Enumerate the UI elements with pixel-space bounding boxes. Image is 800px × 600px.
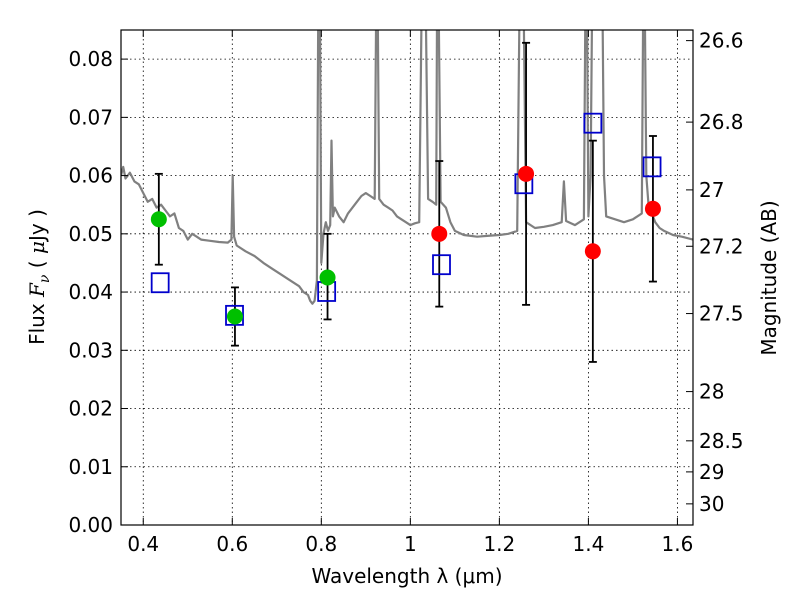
y-tick-label: 0.00 xyxy=(68,513,113,537)
x-tick-label: 1.4 xyxy=(572,532,604,556)
y-tick-label: 0.04 xyxy=(68,280,113,304)
plot-frame xyxy=(120,29,694,526)
y-axis: 0.00 0.01 0.02 0.03 0.04 0.05 0.06 0.07 0.08 xyxy=(68,47,128,537)
observed-point-green xyxy=(226,308,243,325)
y2-tick-label: 28 xyxy=(699,380,724,404)
y2-tick-label: 28.5 xyxy=(699,429,744,453)
y2-tick-label: 29 xyxy=(699,460,724,484)
observed-point-red xyxy=(431,225,448,242)
grid xyxy=(121,30,693,526)
y2-tick-label: 27 xyxy=(699,178,724,202)
y-tick-label: 0.08 xyxy=(68,47,113,71)
model-flux-box xyxy=(583,112,603,134)
x-tick-label: 0.6 xyxy=(216,532,248,556)
x-tick-label: 1.6 xyxy=(662,532,694,556)
y2-tick-label: 27.2 xyxy=(699,234,744,258)
model-flux-box xyxy=(150,272,170,294)
y2-tick-label: 27.5 xyxy=(699,302,744,326)
model-flux-box xyxy=(225,304,244,326)
observed-point-red xyxy=(644,200,661,217)
x-tick-label: 1 xyxy=(404,532,417,556)
observed-point-green xyxy=(150,211,167,228)
x-tick-label: 0.4 xyxy=(127,532,159,556)
y-tick-label: 0.01 xyxy=(68,455,113,479)
observed-point-green xyxy=(319,269,336,286)
y2-axis-title: Magnitude (AB) xyxy=(757,200,781,355)
y-tick-label: 0.05 xyxy=(68,222,113,246)
data-marks-layer xyxy=(150,41,662,363)
plot-background xyxy=(121,30,693,525)
model-flux-box xyxy=(642,156,662,178)
x-axis-title: Wavelength λ (μm) xyxy=(311,564,502,588)
y-tick-label: 0.07 xyxy=(68,105,113,129)
y-tick-label: 0.03 xyxy=(68,338,113,362)
sed-spectrum-line xyxy=(121,30,693,305)
x-tick-label: 1.2 xyxy=(483,532,515,556)
x-axis: 0.4 0.6 0.8 1 1.2 1.4 1.6 xyxy=(127,30,693,556)
y2-tick-label: 26.6 xyxy=(699,29,744,53)
observed-point-red xyxy=(518,165,535,182)
y2-axis: 26.6 26.8 27 27.2 27.5 28 28.5 29 30 xyxy=(686,29,744,516)
model-flux-box xyxy=(432,254,451,276)
observed-point-red xyxy=(584,243,601,260)
y2-tick-label: 26.8 xyxy=(699,110,744,134)
y-tick-label: 0.02 xyxy=(68,397,113,421)
sed-spectrum-layer xyxy=(121,30,693,305)
y-tick-label: 0.06 xyxy=(68,164,113,188)
x-tick-label: 0.8 xyxy=(305,532,337,556)
y-axis-title: Flux Fν ( μJy ) xyxy=(25,209,53,345)
y2-tick-label: 30 xyxy=(699,492,724,516)
